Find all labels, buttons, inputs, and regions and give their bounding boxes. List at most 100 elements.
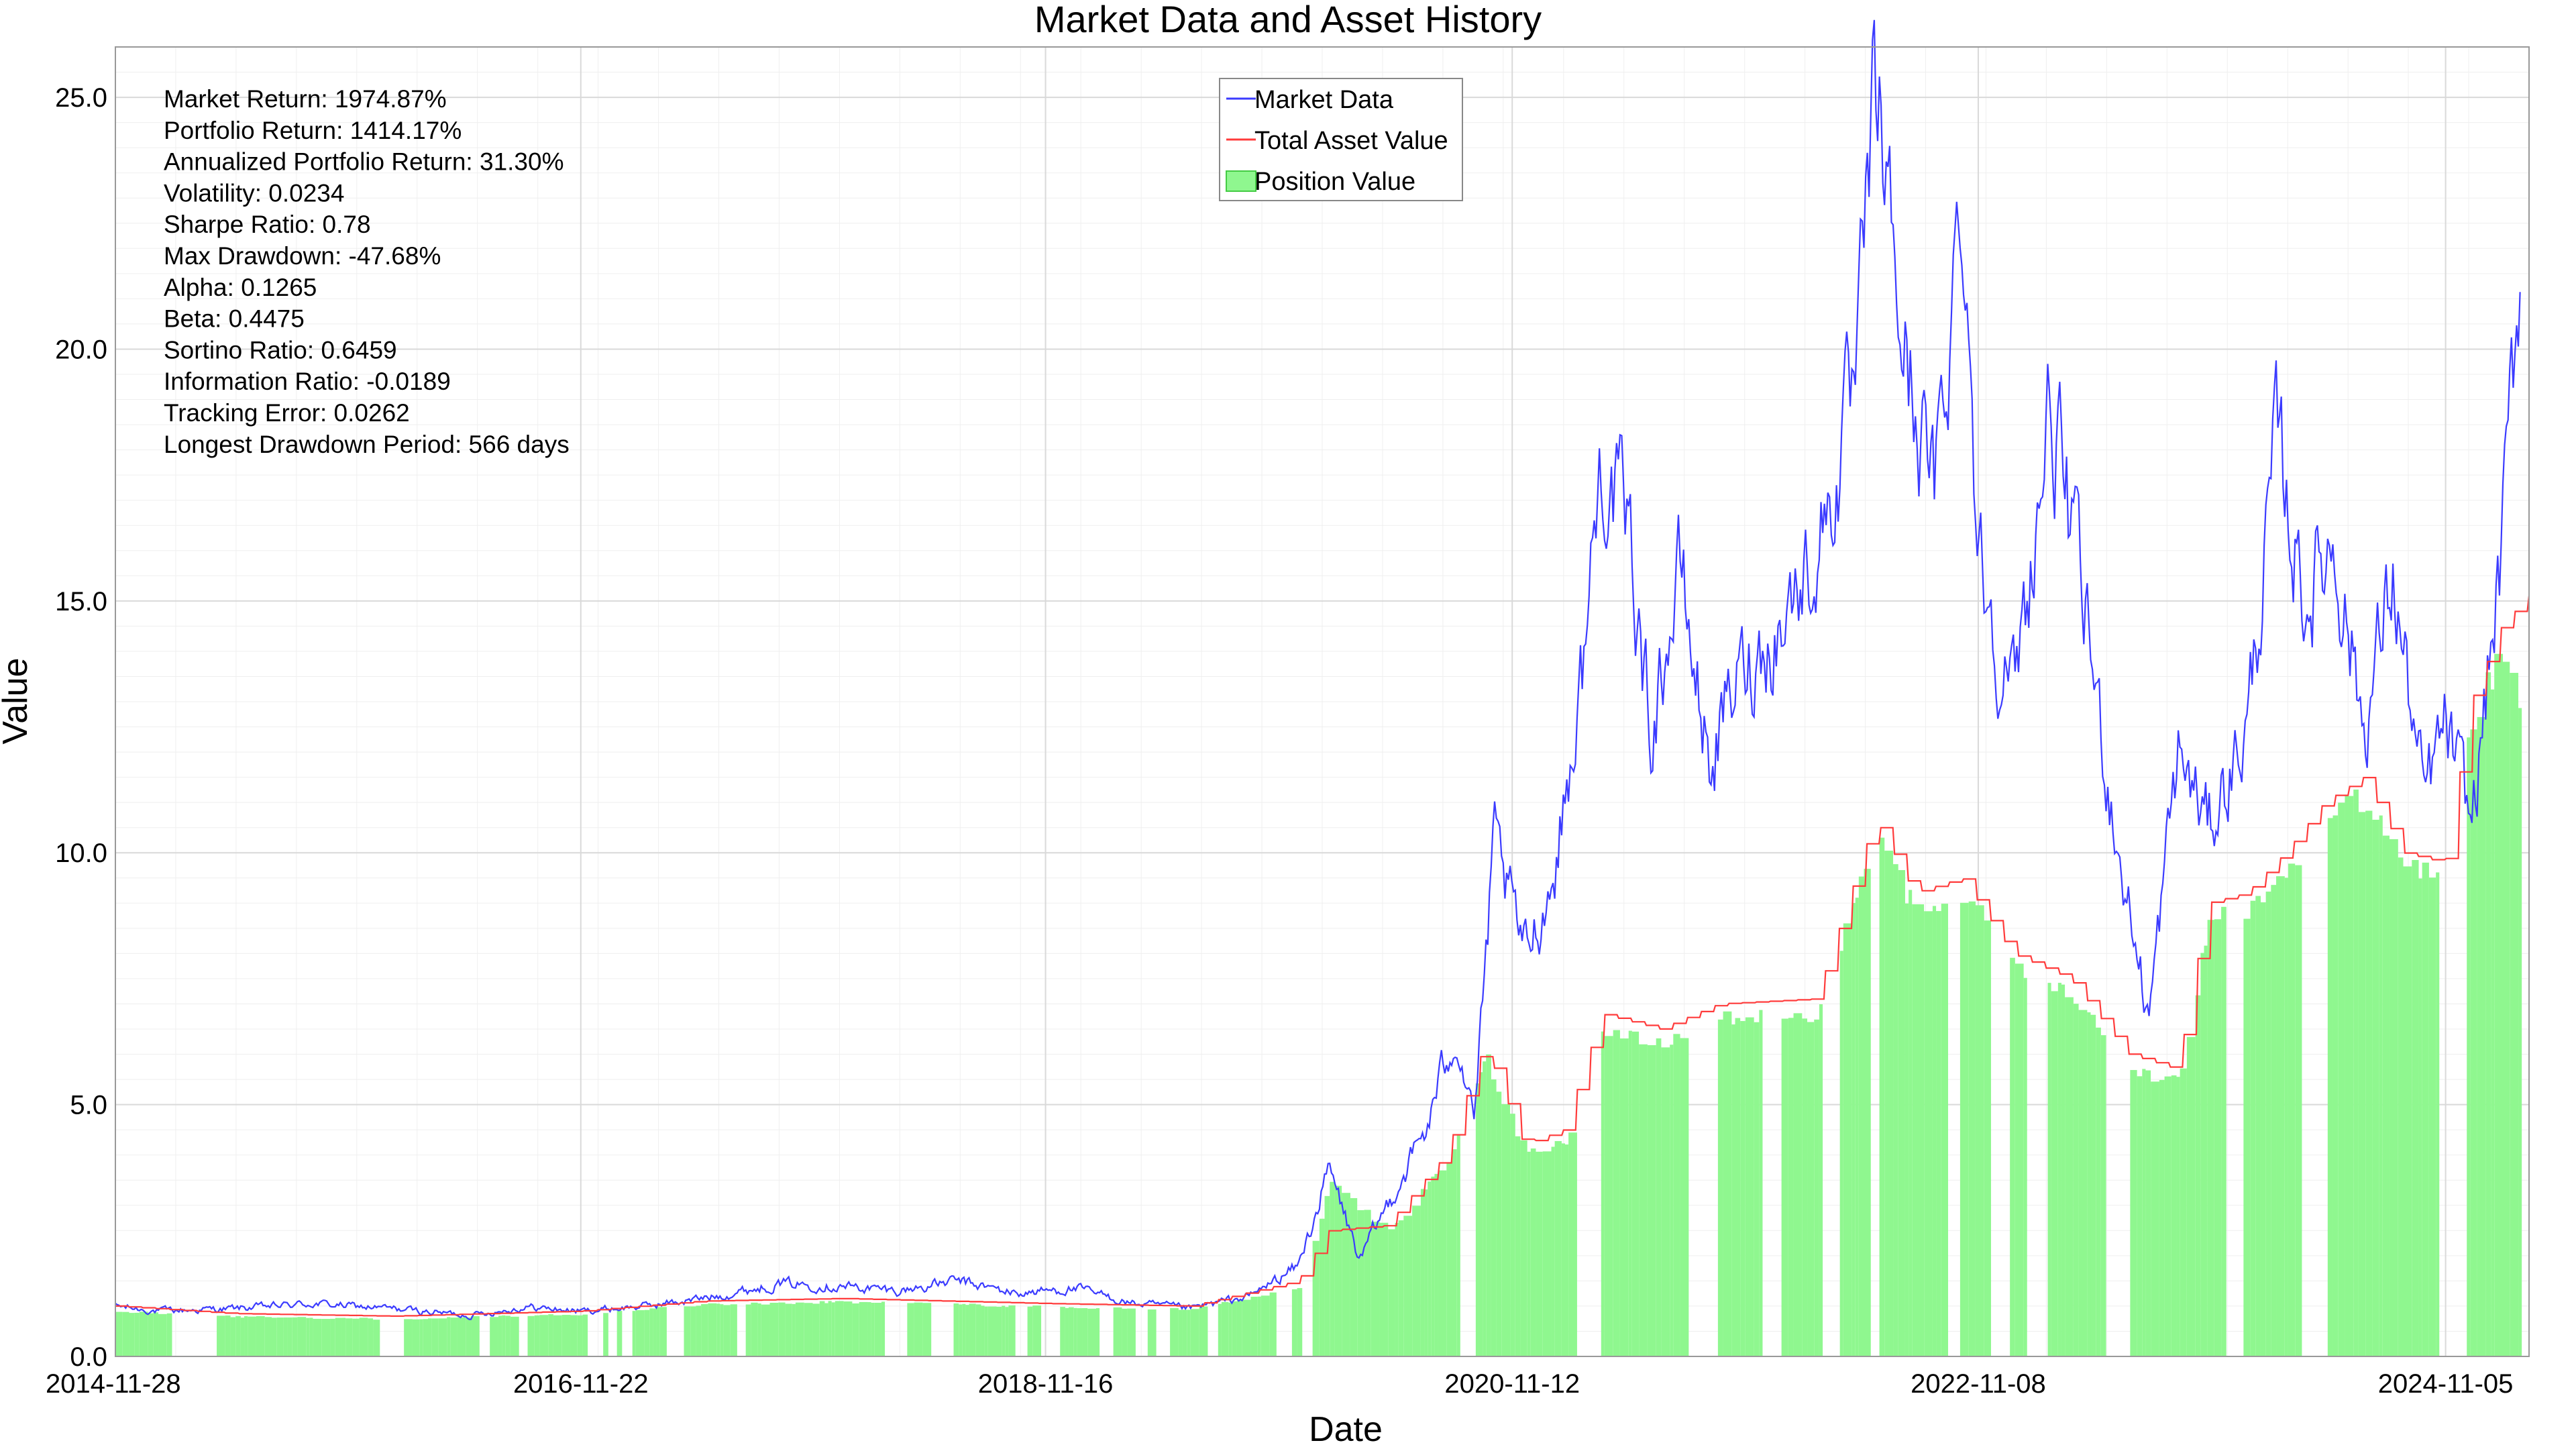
position-value-bar — [1371, 1222, 1380, 1356]
stat-line: Tracking Error: 0.0262 — [164, 399, 410, 427]
position-value-bar — [1619, 1038, 1629, 1356]
position-value-bar — [129, 1313, 135, 1356]
position-value-bar — [471, 1316, 480, 1356]
position-value-bar — [1096, 1308, 1100, 1356]
position-value-bar — [1446, 1162, 1452, 1356]
position-value-bar — [1291, 1289, 1297, 1356]
position-value-bar — [2159, 1079, 2165, 1356]
position-value-bar — [1170, 1307, 1179, 1356]
position-value-bar — [907, 1303, 914, 1356]
position-value-bar — [490, 1317, 498, 1356]
position-value-bar — [553, 1315, 562, 1356]
position-value-bar — [447, 1317, 451, 1356]
position-value-bar — [271, 1318, 277, 1356]
position-value-bar — [2186, 1036, 2196, 1356]
position-value-bar — [792, 1303, 796, 1356]
position-value-bar — [1005, 1307, 1009, 1356]
legend-label: Market Data — [1254, 86, 1394, 114]
position-value-bar — [2164, 1076, 2171, 1356]
stat-line: Portfolio Return: 1414.17% — [164, 117, 462, 144]
position-value-bar — [1924, 911, 1933, 1356]
position-value-bar — [684, 1306, 691, 1356]
position-value-bar — [235, 1316, 241, 1356]
position-value-bar — [1312, 1240, 1320, 1356]
position-value-bar — [1491, 1079, 1497, 1356]
position-value-bar — [1984, 920, 1991, 1356]
position-value-bar — [2284, 877, 2288, 1356]
position-value-bar — [1087, 1308, 1097, 1356]
position-value-bar — [1496, 1091, 1502, 1356]
position-value-bar — [969, 1303, 976, 1356]
position-value-bar — [1542, 1151, 1552, 1356]
position-value-bar — [2382, 835, 2390, 1356]
position-value-bar — [1613, 1030, 1620, 1356]
tick-layer: 0.0 5.0 10.0 15.0 20.0 25.0 2014-11-28 2016-11-… — [46, 83, 2513, 1399]
position-value-bar — [1639, 1044, 1648, 1356]
position-value-bar — [510, 1316, 519, 1356]
position-value-bar — [1723, 1011, 1732, 1356]
legend-swatch — [1226, 170, 1256, 192]
position-value-bar — [1717, 1019, 1723, 1356]
y-tick-label: 10.0 — [55, 839, 107, 868]
position-value-bar — [1554, 1140, 1562, 1356]
position-value-bar — [2142, 1069, 2146, 1356]
position-value-bar — [1936, 911, 1941, 1356]
position-value-bar — [341, 1318, 346, 1356]
position-value-bar — [859, 1301, 868, 1356]
stat-line: Alpha: 0.1265 — [164, 274, 317, 301]
position-value-bar — [1379, 1222, 1389, 1356]
position-value-bar — [1960, 902, 1969, 1356]
position-value-bar — [1456, 1134, 1460, 1356]
stat-line: Information Ratio: -0.0189 — [164, 368, 451, 395]
position-value-bar — [368, 1318, 374, 1356]
position-value-bar — [1680, 1038, 1689, 1356]
position-value-bar — [1002, 1305, 1006, 1356]
position-value-bar — [716, 1303, 720, 1356]
position-value-bar — [2100, 1035, 2106, 1356]
position-value-bar — [751, 1302, 758, 1356]
position-value-bar — [2398, 857, 2404, 1356]
position-value-bar — [2265, 892, 2271, 1356]
position-value-bar — [1438, 1170, 1447, 1356]
position-value-bar — [1735, 1018, 1741, 1356]
position-value-bar — [2467, 737, 2471, 1356]
position-value-bar — [297, 1317, 307, 1356]
position-value-bar — [1113, 1307, 1122, 1356]
position-value-bar — [1898, 870, 1905, 1356]
position-value-bar — [2372, 819, 2379, 1356]
position-value-bar — [313, 1318, 322, 1356]
position-value-bar — [1909, 890, 1913, 1356]
position-value-bar — [874, 1303, 881, 1356]
position-value-bar — [1527, 1151, 1531, 1356]
position-value-bar — [632, 1311, 636, 1356]
position-value-bar — [785, 1303, 792, 1356]
position-value-bar — [1788, 1018, 1794, 1356]
position-value-bar — [2096, 1027, 2101, 1356]
position-value-bar — [761, 1304, 770, 1356]
position-value-bar — [457, 1317, 466, 1356]
position-value-bar — [134, 1312, 140, 1356]
x-tick-label: 2014-11-28 — [46, 1369, 181, 1399]
position-value-bar — [1661, 1047, 1670, 1356]
position-value-bar — [2477, 716, 2486, 1356]
position-value-bar — [1127, 1308, 1136, 1356]
position-value-bar — [2288, 863, 2296, 1356]
position-value-bar — [1670, 1044, 1674, 1356]
stats-block: Market Return: 1974.87% Portfolio Return:… — [164, 85, 570, 458]
position-value-bar — [1515, 1136, 1521, 1356]
stat-line: Max Drawdown: -47.68% — [164, 242, 441, 270]
position-value-bar — [498, 1316, 502, 1356]
position-value-bar — [659, 1307, 667, 1356]
position-value-bar — [1561, 1143, 1566, 1356]
position-value-bar — [828, 1301, 832, 1356]
legend-label: Total Asset Value — [1254, 127, 1448, 155]
position-value-bar — [1232, 1301, 1237, 1356]
position-value-bar — [2061, 984, 2065, 1356]
y-axis-label: Value — [0, 657, 35, 744]
position-value-bar — [139, 1311, 148, 1356]
position-value-bar — [1077, 1308, 1083, 1356]
position-value-bar — [582, 1314, 588, 1356]
x-tick-label: 2018-11-16 — [978, 1369, 1114, 1399]
position-value-bar — [2390, 839, 2398, 1356]
position-value-bar — [561, 1315, 571, 1356]
